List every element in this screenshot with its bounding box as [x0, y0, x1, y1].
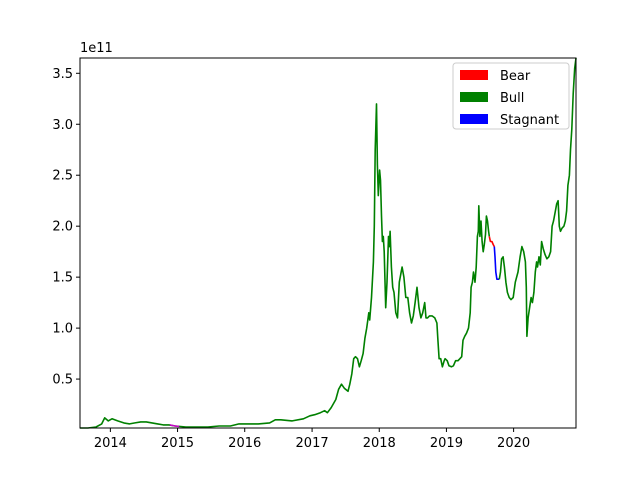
x-tick-label: 2015 — [161, 436, 194, 451]
legend-label-0: Bear — [500, 69, 531, 84]
y-tick-label: 3.0 — [52, 118, 73, 133]
x-tick-label: 2014 — [94, 436, 127, 451]
x-tick-label: 2019 — [430, 436, 463, 451]
x-tick-label: 2016 — [228, 436, 261, 451]
x-tick-label: 2017 — [296, 436, 329, 451]
plot-frame — [79, 57, 577, 429]
y-offset-label: 1e11 — [80, 41, 113, 56]
y-tick-label: 0.5 — [52, 373, 73, 388]
legend-swatch-2 — [460, 114, 488, 124]
series-line-0 — [80, 103, 491, 429]
series-line-4 — [169, 424, 180, 428]
x-tick-label: 2018 — [363, 436, 396, 451]
y-tick-label: 1.5 — [52, 271, 73, 286]
y-tick-label: 2.5 — [52, 169, 73, 184]
y-tick-label: 1.0 — [52, 322, 73, 337]
y-axis: 0.5 1.0 1.5 2.0 2.5 3.0 3.5 — [52, 67, 80, 388]
y-tick-label: 3.5 — [52, 67, 73, 82]
series-line-1 — [488, 236, 496, 247]
x-tick-label: 2020 — [497, 436, 530, 451]
legend-swatch-0 — [460, 70, 488, 80]
plot-lines — [80, 57, 577, 429]
series-line-3 — [498, 57, 577, 338]
legend-swatch-1 — [460, 92, 488, 102]
y-tick-label: 2.0 — [52, 220, 73, 235]
series-line-2 — [493, 246, 500, 280]
legend-label-1: Bull — [500, 91, 524, 106]
x-axis: 2014 2015 2016 2017 2018 2019 2020 — [94, 428, 530, 451]
legend-label-2: Stagnant — [500, 113, 559, 128]
legend: Bear Bull Stagnant — [452, 62, 570, 130]
